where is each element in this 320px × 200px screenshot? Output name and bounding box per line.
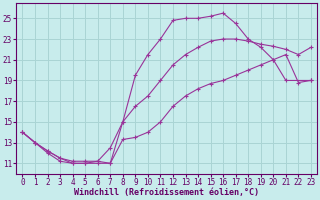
X-axis label: Windchill (Refroidissement éolien,°C): Windchill (Refroidissement éolien,°C) [74,188,259,197]
